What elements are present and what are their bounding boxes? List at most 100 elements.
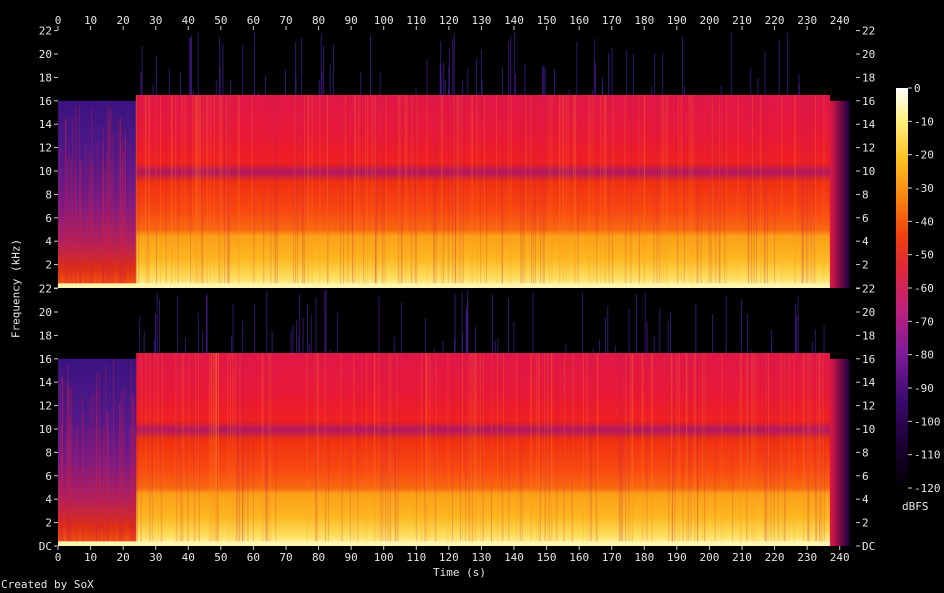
y-tick-label: 18 <box>862 329 875 342</box>
colorbar-tick-label: -60 <box>914 282 934 295</box>
x-tick-label: 220 <box>765 14 785 27</box>
y-tick-label: 20 <box>862 48 875 61</box>
y-tick-label: 14 <box>862 118 876 131</box>
y-tick-label: 2 <box>862 259 869 272</box>
x-tick-label: 240 <box>830 14 850 27</box>
y-tick-label: 14 <box>862 376 876 389</box>
x-tick-label: 240 <box>830 551 850 564</box>
y-axis-label: Frequency (kHz) <box>9 238 23 339</box>
x-tick-label: 90 <box>345 551 358 564</box>
x-tick-label: 230 <box>797 551 817 564</box>
x-axis-label: Time (s) <box>433 566 486 579</box>
x-tick-label: 60 <box>247 14 260 27</box>
x-tick-label: 180 <box>634 551 654 564</box>
y-tick-label: 22 <box>39 283 52 296</box>
x-tick-label: 190 <box>667 551 687 564</box>
x-tick-label: 130 <box>471 551 491 564</box>
x-tick-label: 140 <box>504 551 524 564</box>
colorbar-tick-label: 0 <box>914 82 921 95</box>
x-tick-label: 120 <box>439 14 459 27</box>
y-tick-label: 4 <box>862 235 869 248</box>
y-tick-label: 6 <box>45 212 52 225</box>
y-tick-label: 22 <box>862 25 875 38</box>
y-tick-label: 16 <box>39 95 52 108</box>
x-tick-label: 200 <box>699 551 719 564</box>
x-tick-label: 160 <box>569 14 589 27</box>
y-tick-label: 14 <box>39 376 53 389</box>
y-tick-label: 10 <box>862 423 875 436</box>
y-tick-label: 8 <box>45 446 52 459</box>
region-intro <box>58 358 137 546</box>
x-tick-label: 80 <box>312 14 325 27</box>
y-tick-label: 20 <box>39 48 52 61</box>
colorbar-tick-label: -40 <box>914 215 934 228</box>
x-tick-label: 10 <box>84 14 97 27</box>
y-tick-label: 22 <box>862 283 875 296</box>
y-tick-label: DC <box>862 540 875 553</box>
y-tick-label: 4 <box>45 235 52 248</box>
x-tick-label: 110 <box>406 14 426 27</box>
y-tick-label: 20 <box>39 306 52 319</box>
y-tick-label: 4 <box>862 493 869 506</box>
y-tick-label: 8 <box>862 446 869 459</box>
x-tick-label: 160 <box>569 551 589 564</box>
y-tick-label: 14 <box>39 118 53 131</box>
x-tick-label: 110 <box>406 551 426 564</box>
y-tick-label: 16 <box>862 95 875 108</box>
x-tick-label: 150 <box>537 14 557 27</box>
x-tick-label: 40 <box>182 14 195 27</box>
x-tick-label: 80 <box>312 551 325 564</box>
x-tick-label: 40 <box>182 551 195 564</box>
x-tick-label: 0 <box>55 551 62 564</box>
x-tick-label: 210 <box>732 14 752 27</box>
x-tick-label: 220 <box>765 551 785 564</box>
y-tick-label: 22 <box>39 25 52 38</box>
y-tick-label: 16 <box>39 353 52 366</box>
y-tick-label: 12 <box>862 142 875 155</box>
y-tick-label: 2 <box>45 259 52 272</box>
region-intro <box>58 100 137 288</box>
x-tick-label: 50 <box>214 14 227 27</box>
x-tick-label: 30 <box>149 551 162 564</box>
y-tick-label: 18 <box>862 71 875 84</box>
x-tick-label: 210 <box>732 551 752 564</box>
x-tick-label: 100 <box>374 14 394 27</box>
colorbar-tick-label: -80 <box>914 349 934 362</box>
x-tick-label: 170 <box>602 551 622 564</box>
region-main <box>136 94 830 288</box>
y-tick-label: 18 <box>39 71 52 84</box>
y-tick-label: 20 <box>862 306 875 319</box>
colorbar-tick-label: -70 <box>914 315 934 328</box>
x-tick-label: 190 <box>667 14 687 27</box>
y-tick-label: 6 <box>862 212 869 225</box>
colorbar-tick-label: -100 <box>914 415 941 428</box>
colorbar-gradient <box>896 88 908 488</box>
y-tick-label: 10 <box>39 423 52 436</box>
x-tick-label: 30 <box>149 14 162 27</box>
y-tick-label: 12 <box>39 400 52 413</box>
x-tick-label: 90 <box>345 14 358 27</box>
x-tick-label: 60 <box>247 551 260 564</box>
colorbar-tick-label: -20 <box>914 149 934 162</box>
colorbar-tick-label: -110 <box>914 449 941 462</box>
colorbar-tick-label: -120 <box>914 482 941 495</box>
x-tick-label: 230 <box>797 14 817 27</box>
x-tick-label: 150 <box>537 551 557 564</box>
y-tick-label: 16 <box>862 353 875 366</box>
x-tick-label: 70 <box>279 14 292 27</box>
region-fade-out <box>829 100 850 288</box>
dc-band <box>58 541 830 546</box>
y-tick-label: 12 <box>39 142 52 155</box>
y-tick-label: 2 <box>45 517 52 530</box>
x-tick-label: 170 <box>602 14 622 27</box>
y-tick-label: 10 <box>39 165 52 178</box>
colorbar-tick-label: -10 <box>914 115 934 128</box>
y-tick-label: 6 <box>45 470 52 483</box>
region-fade-out <box>829 358 850 546</box>
y-tick-label: 12 <box>862 400 875 413</box>
x-tick-label: 100 <box>374 551 394 564</box>
channel-panel-2 <box>58 288 856 546</box>
colorbar-tick-label: -90 <box>914 382 934 395</box>
x-tick-label: 10 <box>84 551 97 564</box>
x-tick-label: 180 <box>634 14 654 27</box>
